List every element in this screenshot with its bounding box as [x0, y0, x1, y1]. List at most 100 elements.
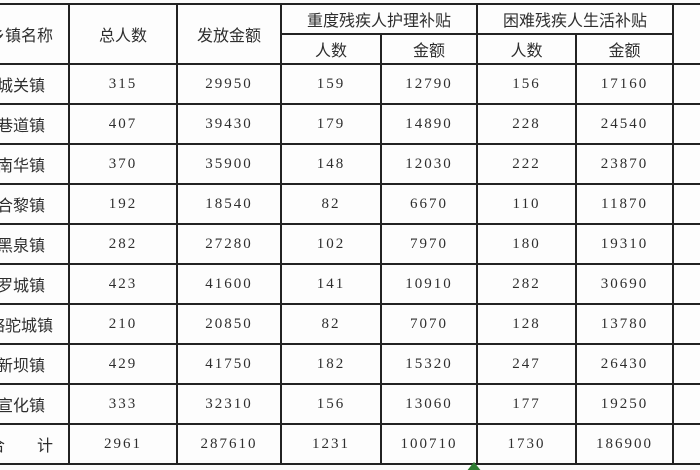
- cell-care-amount: 12790: [379, 63, 479, 105]
- cell-total-people: 333: [68, 383, 178, 425]
- table-row: 巷道镇 407 39430 179 14890 228 24540: [0, 103, 700, 145]
- table-row: 黑泉镇 282 27280 102 7970 180 19310: [0, 223, 700, 265]
- cell-life-count: 228: [476, 103, 578, 145]
- cell-extra: [672, 263, 700, 305]
- header-total-amount: 发放金额: [176, 3, 282, 65]
- subsidy-table: 乡镇名称 总人数 发放金额 重度残疾人护理补贴 困难残疾人生活补贴 人数 金额 …: [0, 3, 700, 465]
- cell-care-amount: 14890: [379, 103, 479, 145]
- cell-town: 宣化镇: [0, 383, 70, 425]
- cell-town: 罗城镇: [0, 263, 70, 305]
- cell-life-count: 247: [476, 343, 578, 385]
- cell-total-amount: 35900: [176, 143, 282, 185]
- cell-life-amount: 186900: [575, 423, 675, 465]
- cell-life-amount: 23870: [575, 143, 675, 185]
- cell-total-people: 429: [68, 343, 178, 385]
- cell-town: 南华镇: [0, 143, 70, 185]
- cell-total-amount: 18540: [176, 183, 282, 225]
- cell-care-count: 82: [280, 183, 382, 225]
- cell-life-count: 177: [476, 383, 578, 425]
- table-row: 罗城镇 423 41600 141 10910 282 30690: [0, 263, 700, 305]
- header-extra-column: [672, 3, 700, 65]
- cell-total-people: 423: [68, 263, 178, 305]
- header-care-count: 人数: [280, 33, 382, 65]
- table-row: 骆驼城镇 210 20850 82 7070 128 13780: [0, 303, 700, 345]
- table-row: 宣化镇 333 32310 156 13060 177 19250: [0, 383, 700, 425]
- cell-life-amount: 19250: [575, 383, 675, 425]
- cell-care-count: 141: [280, 263, 382, 305]
- cell-life-count: 110: [476, 183, 578, 225]
- cell-total-amount: 20850: [176, 303, 282, 345]
- cell-care-count: 156: [280, 383, 382, 425]
- green-arrow-icon: [466, 462, 482, 470]
- cell-total-people: 370: [68, 143, 178, 185]
- cell-total-people: 2961: [68, 423, 178, 465]
- cell-extra: [672, 183, 700, 225]
- table-header: 乡镇名称 总人数 发放金额 重度残疾人护理补贴 困难残疾人生活补贴 人数 金额 …: [0, 3, 700, 65]
- cell-extra: [672, 303, 700, 345]
- header-row-group: 乡镇名称 总人数 发放金额 重度残疾人护理补贴 困难残疾人生活补贴: [0, 3, 700, 65]
- header-town: 乡镇名称: [0, 3, 70, 65]
- cell-life-amount: 13780: [575, 303, 675, 345]
- cell-extra: [672, 423, 700, 465]
- cell-life-count: 222: [476, 143, 578, 185]
- cell-extra: [672, 63, 700, 105]
- cell-care-count: 82: [280, 303, 382, 345]
- cell-town-total: 合 计: [0, 423, 70, 465]
- cell-life-amount: 11870: [575, 183, 675, 225]
- table-row: 合黎镇 192 18540 82 6670 110 11870: [0, 183, 700, 225]
- cell-care-count: 182: [280, 343, 382, 385]
- cell-care-amount: 10910: [379, 263, 479, 305]
- cell-care-amount: 100710: [379, 423, 479, 465]
- header-care-amount: 金额: [379, 33, 479, 65]
- cell-total-amount: 41750: [176, 343, 282, 385]
- cell-extra: [672, 383, 700, 425]
- header-care-subsidy-group: 重度残疾人护理补贴: [279, 3, 479, 35]
- cell-care-count: 102: [280, 223, 382, 265]
- cell-care-amount: 12030: [379, 143, 479, 185]
- cell-care-amount: 7070: [379, 303, 479, 345]
- cell-town: 骆驼城镇: [0, 303, 70, 345]
- cell-life-count: 180: [476, 223, 578, 265]
- cell-life-count: 282: [476, 263, 578, 305]
- table-row: 新坝镇 429 41750 182 15320 247 26430: [0, 343, 700, 385]
- cell-life-amount: 24540: [575, 103, 675, 145]
- header-life-amount: 金额: [575, 33, 675, 65]
- table-row: 城关镇 315 29950 159 12790 156 17160: [0, 63, 700, 105]
- cell-care-count: 159: [280, 63, 382, 105]
- cell-care-amount: 7970: [379, 223, 479, 265]
- cell-town: 巷道镇: [0, 103, 70, 145]
- cell-total-amount: 29950: [176, 63, 282, 105]
- table-total-row: 合 计 2961 287610 1231 100710 1730 186900: [0, 423, 700, 465]
- cell-care-count: 1231: [280, 423, 382, 465]
- table-row: 南华镇 370 35900 148 12030 222 23870: [0, 143, 700, 185]
- cell-total-amount: 287610: [176, 423, 282, 465]
- table-body: 城关镇 315 29950 159 12790 156 17160 巷道镇 40…: [0, 63, 700, 465]
- cell-total-people: 282: [68, 223, 178, 265]
- cell-total-amount: 39430: [176, 103, 282, 145]
- cell-life-count: 156: [476, 63, 578, 105]
- cell-town: 新坝镇: [0, 343, 70, 385]
- cell-town: 合黎镇: [0, 183, 70, 225]
- cell-life-amount: 30690: [575, 263, 675, 305]
- header-life-count: 人数: [476, 33, 578, 65]
- cell-care-amount: 15320: [379, 343, 479, 385]
- cell-care-amount: 13060: [379, 383, 479, 425]
- cell-life-count: 1730: [476, 423, 578, 465]
- cell-extra: [672, 103, 700, 145]
- cell-extra: [672, 143, 700, 185]
- cell-total-amount: 41600: [176, 263, 282, 305]
- header-row-sub: 人数 金额 人数 金额: [0, 33, 700, 65]
- cell-life-count: 128: [476, 303, 578, 345]
- header-total-people: 总人数: [68, 3, 178, 65]
- cell-total-amount: 32310: [176, 383, 282, 425]
- header-life-subsidy-group: 困难残疾人生活补贴: [476, 3, 675, 35]
- cell-town: 城关镇: [0, 63, 70, 105]
- cell-care-count: 148: [280, 143, 382, 185]
- cell-town: 黑泉镇: [0, 223, 70, 265]
- cell-total-people: 192: [68, 183, 178, 225]
- cell-extra: [672, 223, 700, 265]
- cell-life-amount: 26430: [575, 343, 675, 385]
- cell-total-people: 210: [68, 303, 178, 345]
- cell-total-amount: 27280: [176, 223, 282, 265]
